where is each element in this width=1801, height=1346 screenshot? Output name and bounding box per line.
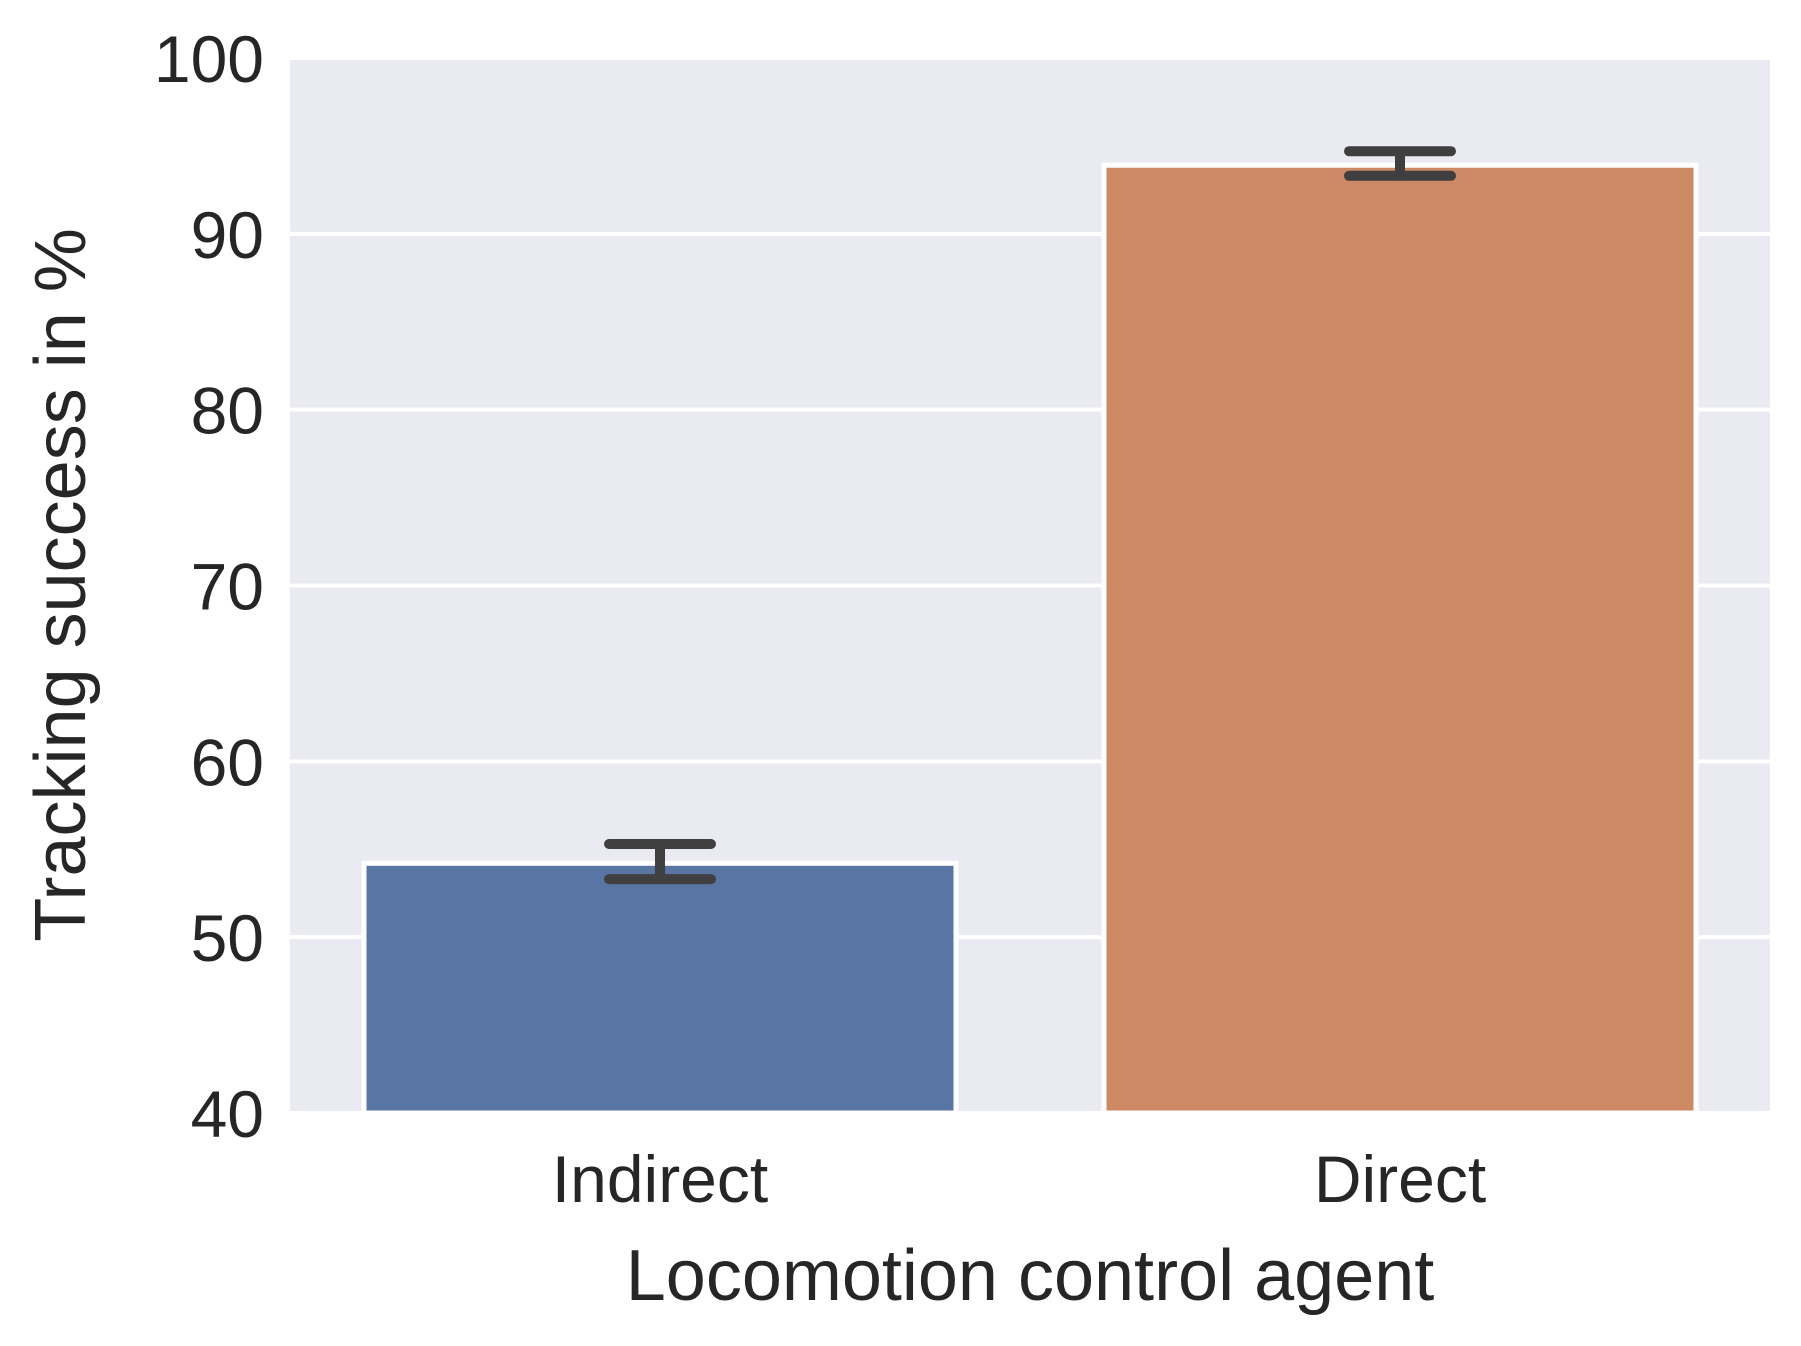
y-tick-labels: 40 50 60 70 80 90 100 [154, 22, 264, 1151]
x-axis-label: Locomotion control agent [626, 1236, 1435, 1316]
y-tick-label-90: 90 [191, 198, 264, 272]
y-tick-label-100: 100 [154, 22, 264, 96]
y-axis-label: Tracking success in % [21, 228, 101, 942]
bar-indirect [361, 860, 959, 1116]
x-tick-label-direct: Direct [1314, 1142, 1486, 1216]
y-tick-label-50: 50 [191, 901, 264, 975]
y-tick-label-80: 80 [191, 374, 264, 448]
x-tick-labels: Indirect Direct [552, 1142, 1486, 1216]
y-tick-label-70: 70 [191, 550, 264, 624]
x-tick-label-indirect: Indirect [552, 1142, 768, 1216]
bars [361, 162, 1699, 1116]
error-bars [604, 146, 1456, 885]
bar-direct [1101, 162, 1699, 1116]
y-tick-label-60: 60 [191, 725, 264, 799]
y-tick-label-40: 40 [191, 1077, 264, 1151]
